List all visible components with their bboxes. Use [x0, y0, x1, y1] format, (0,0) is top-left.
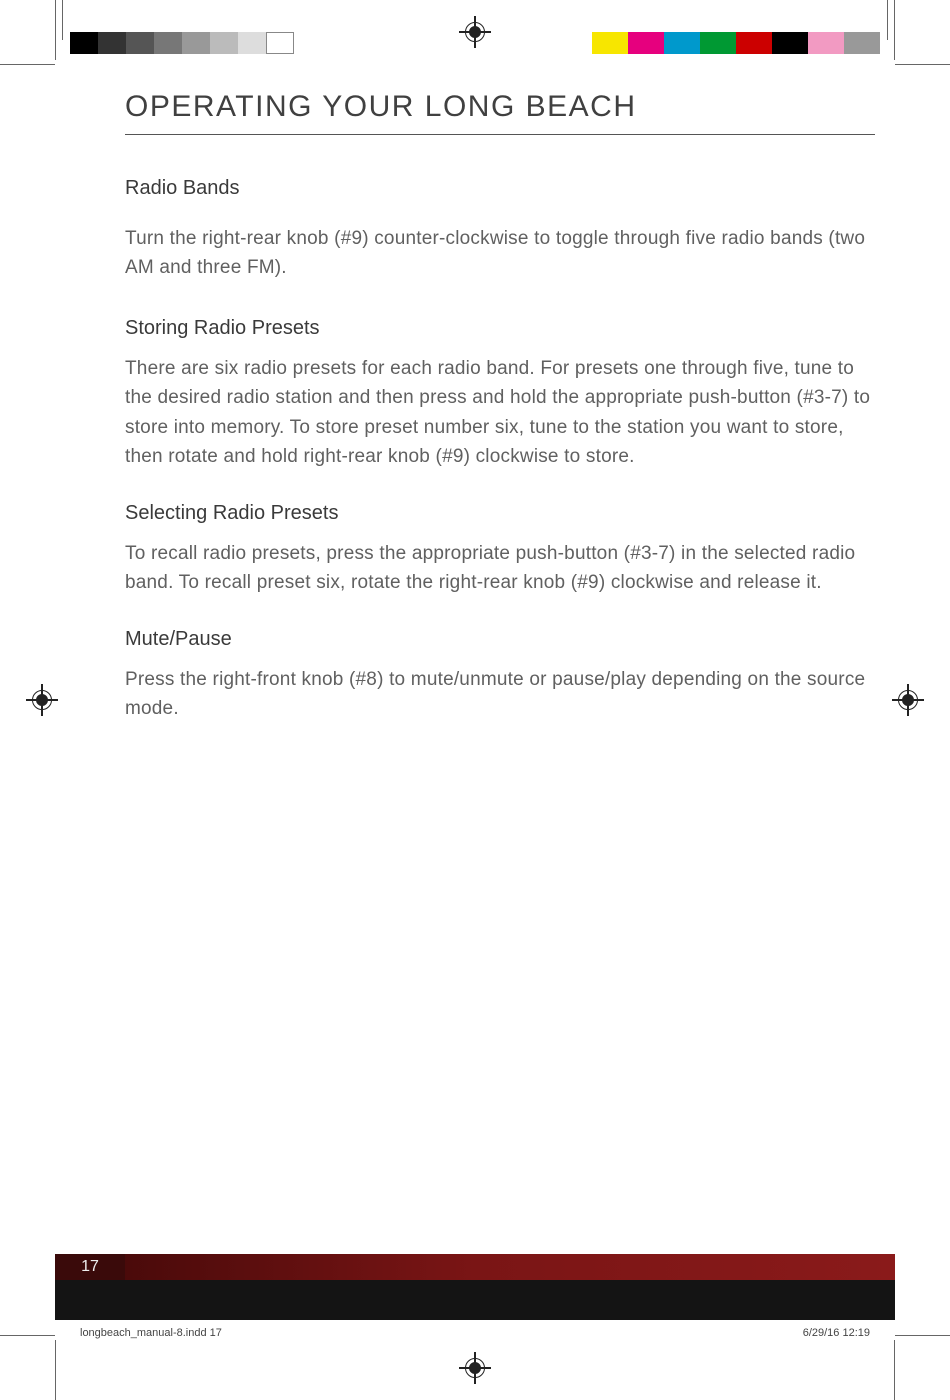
swatch — [628, 32, 664, 54]
footer-black-bar — [55, 1280, 895, 1320]
registration-mark-left — [30, 688, 54, 712]
swatch — [210, 32, 238, 54]
swatch — [592, 32, 628, 54]
crop-line — [55, 1340, 56, 1400]
registration-mark-top — [463, 20, 487, 44]
crop-line — [895, 1335, 950, 1336]
crop-line — [0, 64, 55, 65]
body-radio-bands: Turn the right-rear knob (#9) counter-cl… — [125, 224, 875, 283]
swatch — [700, 32, 736, 54]
crop-line — [55, 0, 56, 60]
swatch — [844, 32, 880, 54]
swatch — [70, 32, 98, 54]
footer-accent-bar — [55, 1254, 895, 1280]
registration-mark-bottom — [463, 1356, 487, 1380]
crop-line — [895, 64, 950, 65]
page-number: 17 — [55, 1254, 125, 1280]
color-calibration-bar — [592, 32, 880, 54]
swatch — [126, 32, 154, 54]
crop-line — [0, 1335, 55, 1336]
swatch — [664, 32, 700, 54]
swatch — [154, 32, 182, 54]
page: OPERATING YOUR LONG BEACH Radio Bands Tu… — [0, 0, 950, 1400]
swatch — [238, 32, 266, 54]
grayscale-calibration-bar — [70, 32, 294, 54]
swatch — [98, 32, 126, 54]
heading-storing-presets: Storing Radio Presets — [125, 317, 875, 340]
crop-line — [887, 0, 888, 40]
crop-line — [894, 0, 895, 60]
swatch — [266, 32, 294, 54]
swatch — [736, 32, 772, 54]
heading-selecting-presets: Selecting Radio Presets — [125, 502, 875, 525]
body-storing-presets: There are six radio presets for each rad… — [125, 354, 875, 472]
slug-filename: longbeach_manual-8.indd 17 — [80, 1327, 222, 1345]
page-title: OPERATING YOUR LONG BEACH — [125, 90, 875, 135]
slug-timestamp: 6/29/16 12:19 — [803, 1327, 870, 1345]
swatch — [808, 32, 844, 54]
body-selecting-presets: To recall radio presets, press the appro… — [125, 539, 875, 598]
crop-line — [894, 1340, 895, 1400]
swatch — [182, 32, 210, 54]
heading-radio-bands: Radio Bands — [125, 177, 875, 200]
registration-mark-right — [896, 688, 920, 712]
crop-line — [62, 0, 63, 40]
body-mute-pause: Press the right-front knob (#8) to mute/… — [125, 665, 875, 724]
heading-mute-pause: Mute/Pause — [125, 628, 875, 651]
swatch — [772, 32, 808, 54]
content-area: OPERATING YOUR LONG BEACH Radio Bands Tu… — [125, 90, 875, 733]
